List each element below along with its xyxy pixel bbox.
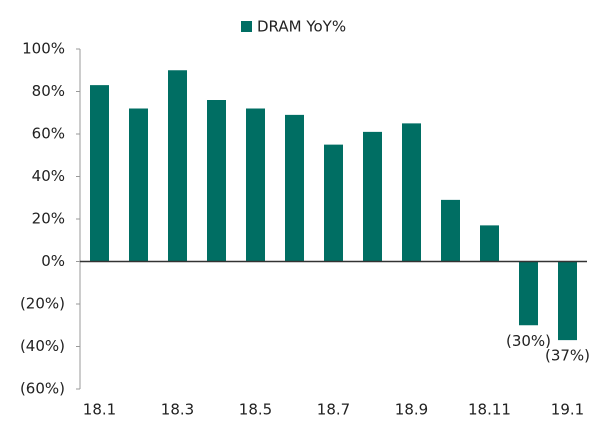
legend-label: DRAM YoY% [257, 18, 346, 36]
bar [129, 108, 148, 262]
data-label: (30%) [506, 332, 551, 350]
bar [363, 131, 382, 262]
legend-swatch [241, 21, 252, 32]
y-tick-label: 40% [32, 167, 65, 185]
bar [558, 261, 577, 341]
y-tick-label: 100% [22, 40, 65, 58]
x-tick-label: 18.11 [468, 401, 511, 419]
bar [207, 100, 226, 262]
bar [168, 70, 187, 262]
x-tick-label: 18.1 [83, 401, 116, 419]
bar [90, 85, 109, 262]
bar [324, 144, 343, 262]
y-tick-label: 80% [32, 82, 65, 100]
y-tick-label: 60% [32, 125, 65, 143]
x-tick-label: 18.3 [161, 401, 194, 419]
bar [519, 261, 538, 326]
bar [441, 199, 460, 262]
y-tick-label: (60%) [20, 380, 65, 398]
x-tick-label: 18.5 [239, 401, 272, 419]
y-tick-label: (20%) [20, 295, 65, 313]
bar [402, 123, 421, 262]
bar [480, 225, 499, 262]
y-tick-label: (40%) [20, 337, 65, 355]
y-tick-label: 0% [41, 252, 65, 270]
x-tick-label: 19.1 [551, 401, 584, 419]
x-tick-label: 18.9 [395, 401, 428, 419]
y-tick-label: 20% [32, 210, 65, 228]
x-tick-label: 18.7 [317, 401, 350, 419]
data-label: (37%) [545, 347, 590, 365]
bar [285, 114, 304, 262]
bar [246, 108, 265, 262]
